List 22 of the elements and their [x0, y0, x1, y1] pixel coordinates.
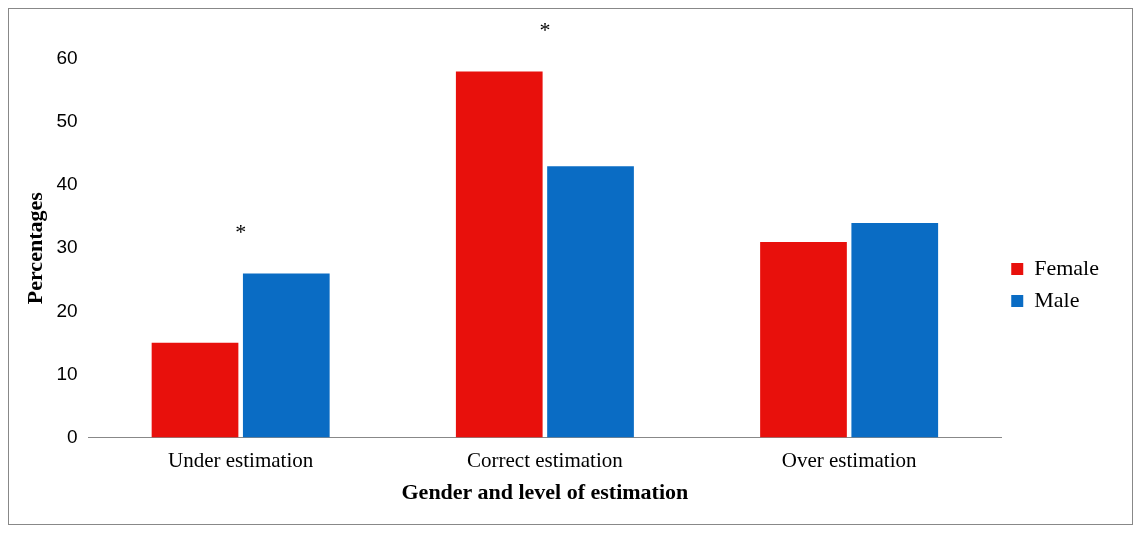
bar: [455, 71, 543, 438]
x-tick-label: Under estimation: [168, 447, 314, 472]
y-tick-label: 50: [56, 110, 78, 132]
y-tick-label: 40: [56, 173, 78, 195]
legend-label: Male: [1034, 286, 1080, 312]
text: *: [539, 17, 551, 43]
y-tick-label: 20: [56, 299, 78, 321]
y-tick-label: 0: [66, 425, 78, 447]
y-axis-title: Percentages: [21, 191, 47, 305]
y-tick-label: 10: [56, 362, 78, 384]
x-tick-label: Over estimation: [781, 447, 917, 472]
x-tick-label: Correct estimation: [467, 447, 624, 472]
bar: [547, 166, 634, 438]
bar: [242, 273, 330, 438]
y-tick-label: 30: [56, 236, 78, 258]
annotation: *: [235, 219, 247, 245]
x-axis-title: Gender and level of estimation: [401, 479, 689, 505]
y-tick-label: 60: [56, 47, 78, 69]
legend-label: Female: [1034, 254, 1100, 280]
bar: [151, 342, 239, 438]
bar: [851, 222, 939, 438]
bar: [760, 241, 847, 438]
